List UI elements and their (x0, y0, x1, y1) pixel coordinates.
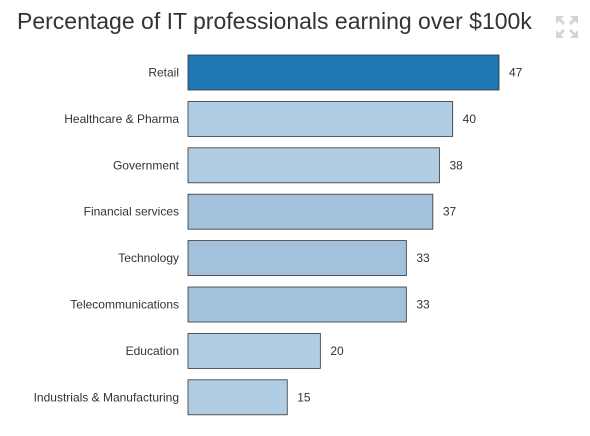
bar-education[interactable] (187, 332, 321, 369)
category-label: Technology (118, 251, 179, 265)
value-label: 33 (416, 298, 430, 312)
bar-industrials-manufacturing[interactable] (187, 379, 288, 416)
bar-healthcare-pharma[interactable] (187, 101, 454, 137)
chart-title: Percentage of IT professionals earning o… (17, 8, 532, 34)
category-label: Telecommunications (70, 298, 179, 312)
value-label: 40 (463, 112, 477, 126)
category-label: Industrials & Manufacturing (34, 390, 179, 404)
value-label: 15 (297, 390, 311, 404)
bar-telecommunications[interactable] (187, 286, 407, 323)
bar-financial-services[interactable] (187, 193, 434, 230)
category-label: Retail (148, 66, 179, 80)
bar-technology[interactable] (187, 240, 407, 277)
value-label: 33 (416, 251, 430, 265)
category-label: Government (113, 158, 180, 172)
value-label: 47 (509, 66, 523, 80)
category-label: Healthcare & Pharma (64, 112, 179, 126)
value-label: 20 (330, 344, 344, 358)
category-label: Education (126, 344, 179, 358)
value-label: 37 (443, 205, 457, 219)
bar-government[interactable] (187, 147, 440, 184)
expand-icon[interactable] (554, 14, 580, 40)
category-label: Financial services (84, 205, 179, 219)
bar-retail[interactable] (187, 54, 500, 91)
value-label: 38 (449, 158, 463, 172)
